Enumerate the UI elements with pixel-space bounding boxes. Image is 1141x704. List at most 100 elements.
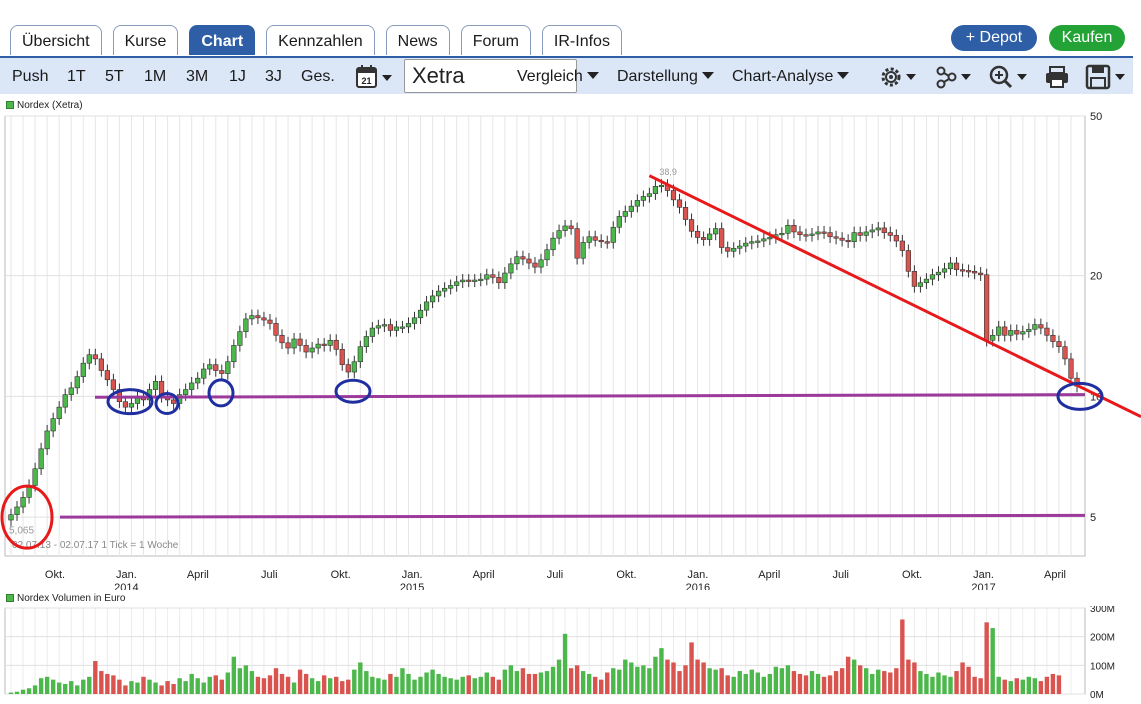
volume-bar (231, 656, 237, 694)
tab-chart[interactable]: Chart (189, 25, 256, 55)
save-icon[interactable] (1085, 63, 1129, 91)
volume-bar (448, 678, 453, 694)
range-all[interactable]: Ges. (301, 68, 335, 85)
candle (965, 270, 972, 273)
candle (761, 238, 767, 242)
volume-bar (719, 668, 724, 694)
volume-bar (183, 681, 188, 694)
volume-bar (32, 685, 38, 694)
gear-icon[interactable] (879, 63, 919, 91)
volume-bar (520, 668, 526, 694)
volume-bar (900, 619, 905, 694)
candle (249, 315, 255, 320)
volume-bar (538, 672, 544, 694)
volume-bar (845, 656, 851, 694)
candle (32, 468, 38, 486)
marker-ellipse-low (0, 484, 54, 550)
candle (423, 301, 430, 311)
range-1y[interactable]: 1J (229, 68, 246, 85)
candle (309, 347, 315, 353)
candle (237, 331, 243, 346)
tab-overview[interactable]: Übersicht (10, 25, 102, 55)
volume-bar (809, 671, 815, 694)
x-tick-label: April (1044, 569, 1066, 581)
calendar-picker[interactable]: 21 (355, 64, 395, 90)
candle (640, 196, 646, 201)
volume-bar (737, 671, 742, 694)
candle (652, 185, 659, 195)
compare-menu[interactable]: Vergleich (517, 68, 599, 86)
candle (929, 274, 936, 280)
chart-analysis-menu[interactable]: Chart-Analyse (732, 68, 849, 86)
candle (273, 323, 279, 336)
volume-bar (701, 662, 706, 694)
range-1d[interactable]: 1T (67, 68, 86, 85)
volume-bar (285, 676, 291, 694)
indicators-icon[interactable] (934, 63, 974, 91)
range-3y[interactable]: 3J (265, 68, 282, 85)
volume-chart[interactable]: 300M 200M 100M 0M (0, 606, 1141, 704)
range-3m[interactable]: 3M (186, 68, 209, 85)
volume-bar (851, 659, 857, 694)
volume-bar (1044, 676, 1050, 694)
candle (749, 241, 755, 244)
candle (592, 236, 598, 241)
volume-bar (791, 671, 797, 694)
candle (803, 234, 809, 237)
volume-bar (382, 679, 387, 694)
print-icon[interactable] (1044, 63, 1072, 91)
candle (171, 399, 177, 404)
volume-bar (1026, 676, 1032, 694)
zoom-icon[interactable] (988, 63, 1030, 91)
candle (984, 274, 990, 341)
candle (990, 334, 996, 341)
candle (261, 317, 267, 321)
volume-bar (605, 672, 610, 694)
volume-bar (38, 678, 44, 694)
buy-button[interactable]: Kaufen (1049, 25, 1125, 51)
candle (713, 228, 719, 235)
add-to-depot-button[interactable]: + Depot (951, 25, 1037, 51)
y-tick-label: 50 (1090, 112, 1102, 123)
candle (183, 389, 189, 395)
candle (725, 247, 731, 252)
candle (935, 271, 942, 276)
volume-bar (544, 671, 550, 694)
volume-bar (942, 675, 947, 694)
candle (321, 343, 327, 346)
volume-bar (568, 668, 574, 694)
candle (791, 224, 797, 233)
volume-bar (123, 685, 128, 694)
tab-forum[interactable]: Forum (460, 25, 531, 55)
range-push[interactable]: Push (12, 68, 49, 85)
range-5d[interactable]: 5T (105, 68, 124, 85)
candle (496, 277, 502, 284)
volume-tick-label: 300M (1090, 606, 1115, 615)
volume-bar (707, 668, 712, 694)
volume-bar (237, 668, 243, 694)
volume-bar (803, 675, 809, 694)
volume-bar (864, 668, 869, 694)
volume-bar (815, 673, 821, 694)
range-1m[interactable]: 1M (144, 68, 167, 85)
tab-key-figures[interactable]: Kennzahlen (266, 25, 375, 55)
tab-ir-info[interactable]: IR-Infos (541, 25, 622, 55)
tab-prices[interactable]: Kurse (112, 25, 179, 55)
x-year-label: 2015 (400, 582, 424, 590)
candle (616, 216, 622, 228)
candle (1062, 346, 1068, 360)
plot-area (4, 115, 1086, 557)
tab-news[interactable]: News (385, 25, 450, 55)
display-menu[interactable]: Darstellung (617, 68, 714, 86)
volume-bar (647, 668, 652, 694)
volume-bar (1056, 675, 1062, 694)
volume-bar (14, 691, 20, 694)
exchange-select[interactable]: Xetra (404, 59, 577, 93)
x-tick-label: Juli (547, 569, 564, 581)
x-year-label: 2017 (971, 582, 995, 590)
volume-bar (785, 665, 791, 694)
candle (538, 259, 544, 268)
volume-bar (63, 683, 68, 694)
y-tick-label: 20 (1090, 271, 1102, 283)
